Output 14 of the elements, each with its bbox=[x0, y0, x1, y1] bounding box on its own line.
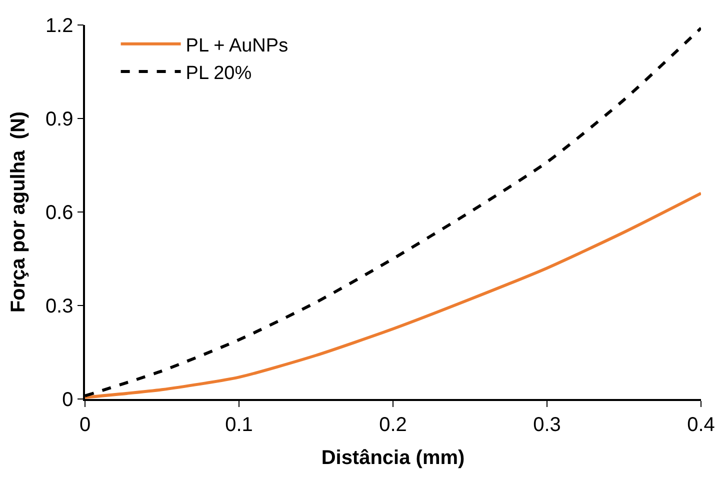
x-tick-label: 0 bbox=[79, 414, 91, 436]
x-tick-label: 0.1 bbox=[225, 414, 253, 436]
y-tick-label: 0.9 bbox=[45, 108, 74, 130]
x-tick-label: 0.3 bbox=[533, 414, 561, 436]
legend-label: PL 20% bbox=[186, 62, 252, 84]
y-tick-label: 0.3 bbox=[45, 296, 74, 318]
y-tick-label: 0.6 bbox=[45, 202, 74, 224]
y-axis-title: Força por agulha (N) bbox=[7, 111, 30, 313]
x-tick-label: 0.4 bbox=[687, 414, 715, 436]
x-axis-title: Distância (mm) bbox=[321, 446, 465, 469]
y-tick-label: 1.2 bbox=[45, 15, 74, 37]
y-tick-label: 0 bbox=[62, 389, 74, 411]
x-tick-label: 0.2 bbox=[379, 414, 407, 436]
legend-label: PL + AuNPs bbox=[186, 35, 288, 56]
